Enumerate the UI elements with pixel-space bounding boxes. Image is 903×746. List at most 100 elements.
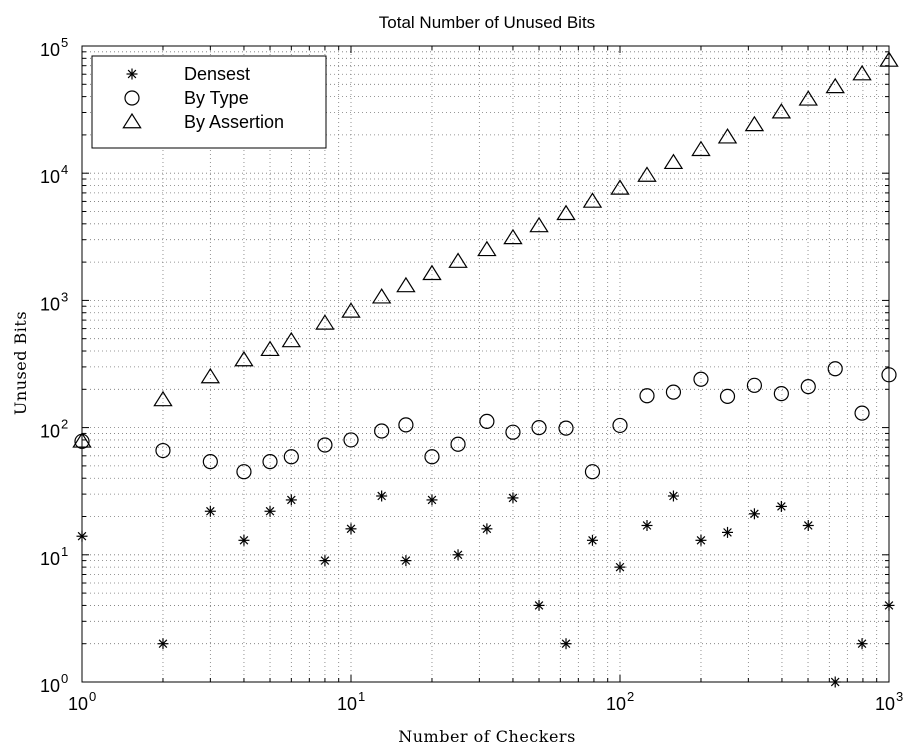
asterisk-stroke [127,69,137,79]
tick-base: 10 [606,694,626,714]
data-point [400,555,412,567]
data-point [773,386,789,402]
data-point [285,494,297,506]
data-point [317,437,333,453]
data-point [481,523,493,535]
data-point [775,500,787,512]
asterisk-stroke [508,493,518,503]
data-point [503,228,523,245]
y-tick-label: 10 1 [40,544,68,569]
asterisk-stroke [642,521,652,530]
asterisk-stroke [320,556,330,565]
data-point [507,492,519,504]
data-point [802,519,814,531]
tick-exponent: 1 [358,689,365,704]
asterisk-stroke [723,528,732,537]
legend-entry: By Type [184,88,249,108]
x-tick-label: 10 3 [875,689,903,714]
asterisk-stroke [346,524,356,534]
tick-base: 10 [875,694,895,714]
asterisk-stroke [158,639,168,649]
data-point [477,240,497,257]
data-point [693,371,709,387]
data-point [719,388,736,404]
asterisk-stroke [777,502,786,511]
data-point [529,216,549,233]
data-point [260,340,280,357]
tick-exponent: 1 [61,544,68,559]
asterisk-stroke [427,495,437,505]
asterisk-stroke [401,556,411,565]
data-point [614,561,626,573]
data-point [717,128,738,144]
data-point [452,549,464,561]
x-tick-label: 10 2 [606,689,634,714]
legend-marker [126,68,138,80]
data-point [637,166,657,182]
data-point [396,276,416,293]
data-point [612,417,628,434]
asterisk-stroke [482,524,492,534]
data-point [827,361,843,377]
legend-box [91,55,327,149]
data-point [531,420,547,436]
data-point [556,204,576,221]
data-point [450,436,466,452]
data-point [200,367,221,384]
data-point [582,192,603,208]
y-tick-label: 10 4 [40,162,68,187]
tick-base: 10 [68,694,88,714]
data-point [825,77,845,94]
asterisk-stroke [588,535,597,545]
data-point [376,490,388,502]
tick-base: 10 [337,694,357,714]
y-tick-label: 10 2 [40,417,68,442]
data-point [746,377,763,393]
data-point [264,505,276,517]
tick-exponent: 4 [61,162,68,177]
asterisk-stroke [561,639,571,649]
tick-exponent: 3 [61,289,68,304]
data-point [238,534,250,546]
data-point [281,331,302,348]
legend-marker [122,112,142,129]
asterisk-stroke [239,535,249,545]
data-point [422,264,442,281]
tick-exponent: 0 [89,689,96,704]
series-by-type [74,361,897,480]
data-point [586,534,598,546]
data-point [157,638,169,650]
data-point [856,638,868,650]
tick-base: 10 [40,549,60,569]
data-point [155,442,171,459]
data-point [639,388,655,404]
tick-exponent: 5 [61,35,68,50]
data-point [610,179,630,195]
data-point [202,454,218,470]
asterisk-stroke [750,509,759,519]
data-point [748,508,760,520]
data-point [852,64,872,81]
data-point [374,423,390,439]
tick-base: 10 [40,294,60,314]
asterisk-stroke [534,601,544,610]
asterisk-stroke [206,506,215,516]
data-point [343,432,359,448]
data-point [667,490,679,502]
data-point [663,153,684,170]
data-point [479,413,495,429]
data-point [771,103,792,119]
data-point [262,454,278,470]
data-point [560,638,572,650]
asterisk-stroke [803,521,813,530]
tick-base: 10 [40,167,60,187]
data-point [448,252,468,268]
data-point [691,140,711,157]
legend-marker [124,90,140,106]
data-point [341,302,361,318]
data-point [283,449,299,465]
data-point [665,384,682,400]
legend-entry: By Assertion [184,112,284,132]
y-tick-label: 10 0 [40,671,68,696]
tick-exponent: 2 [627,689,634,704]
